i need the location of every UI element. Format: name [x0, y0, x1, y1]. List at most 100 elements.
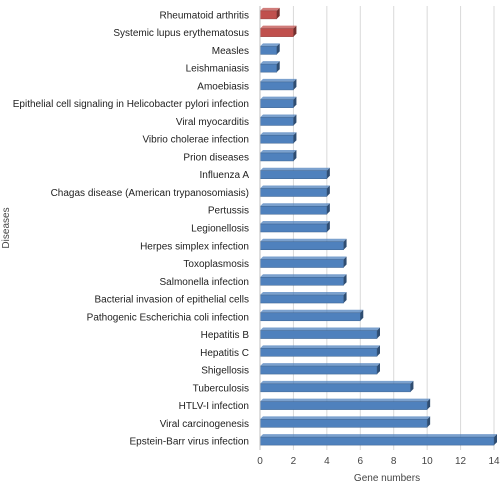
- category-label: Prion diseases: [183, 152, 249, 163]
- bar: [259, 434, 497, 446]
- bar: [259, 380, 414, 393]
- bar-end-face: [343, 274, 347, 286]
- bar-front-face: [259, 294, 344, 304]
- bar-top-face: [260, 345, 380, 349]
- bar-top-face: [260, 292, 347, 296]
- bar-top-face: [260, 434, 497, 438]
- category-label: Hepatitis C: [200, 348, 249, 359]
- bar: [259, 7, 280, 20]
- x-tick-label: 12: [455, 456, 467, 467]
- category-label: Pathogenic Escherichia coli infection: [87, 312, 249, 323]
- bar-top-face: [260, 149, 297, 153]
- x-tick-label: 14: [488, 456, 500, 467]
- x-tick-label: 6: [358, 456, 364, 467]
- bar: [259, 363, 380, 375]
- bar-front-face: [259, 259, 344, 268]
- bar-top-face: [260, 132, 297, 136]
- bar: [259, 78, 297, 91]
- bar-end-face: [326, 185, 330, 197]
- bar-front-face: [259, 330, 378, 339]
- bar-top-face: [260, 309, 364, 313]
- category-label: HTLV-I infection: [179, 401, 249, 412]
- bar-top-face: [260, 363, 380, 367]
- bar-top-face: [260, 256, 347, 260]
- bar-end-face: [276, 7, 280, 19]
- bar-top-face: [260, 274, 347, 278]
- bar-top-face: [260, 61, 280, 65]
- y-axis-title: Diseases: [1, 207, 12, 248]
- bar: [259, 132, 297, 144]
- bar-front-face: [259, 170, 328, 179]
- bar-front-face: [259, 223, 328, 233]
- x-tick-label: 0: [257, 456, 263, 467]
- bar-end-face: [276, 43, 280, 55]
- bar-top-face: [260, 327, 380, 331]
- category-label: Measles: [212, 46, 249, 57]
- gridlines: [292, 6, 495, 450]
- category-label: Legionellosis: [191, 224, 249, 235]
- bar-front-face: [259, 205, 328, 215]
- category-label: Vibrio cholerae infection: [142, 135, 249, 146]
- bar: [259, 149, 297, 162]
- bar-front-face: [259, 419, 428, 428]
- bar: [259, 61, 280, 73]
- bar-end-face: [360, 309, 364, 321]
- bar-end-face: [427, 398, 431, 410]
- bar: [259, 203, 330, 215]
- bar: [259, 327, 380, 339]
- category-label: Influenza A: [200, 170, 250, 181]
- x-tick-label: 2: [291, 456, 297, 467]
- bar-front-face: [259, 312, 361, 322]
- bar: [259, 416, 431, 428]
- bar-top-face: [260, 78, 297, 82]
- category-label: Herpes simplex infection: [140, 241, 249, 252]
- bar-end-face: [293, 78, 297, 90]
- bar-front-face: [259, 365, 378, 375]
- bar-end-face: [343, 256, 347, 268]
- bar: [259, 25, 297, 37]
- bar-top-face: [260, 185, 330, 189]
- bar: [259, 309, 364, 322]
- bar-end-face: [494, 434, 497, 446]
- bar-end-face: [326, 203, 330, 215]
- bar-end-face: [293, 25, 297, 37]
- bar: [259, 238, 347, 251]
- category-label: Systemic lupus erythematosus: [113, 28, 249, 39]
- category-label: Pertussis: [208, 206, 249, 217]
- bar-front-face: [259, 152, 294, 162]
- bar: [259, 167, 330, 179]
- x-tick-label: 10: [422, 456, 434, 467]
- bar-end-face: [293, 149, 297, 161]
- bar-top-face: [260, 398, 431, 402]
- bar-end-face: [343, 238, 347, 250]
- bar-top-face: [260, 96, 297, 100]
- bar: [259, 256, 347, 268]
- bar-end-face: [293, 114, 297, 126]
- x-tick-label: 4: [324, 456, 330, 467]
- category-label: Shigellosis: [201, 366, 249, 377]
- bar-top-face: [260, 25, 297, 29]
- bar-front-face: [259, 10, 277, 20]
- bar-front-face: [259, 277, 344, 286]
- bar-top-face: [260, 7, 280, 11]
- category-label: Leishmaniasis: [186, 64, 249, 75]
- bar-front-face: [259, 46, 277, 55]
- category-label: Amoebiasis: [197, 81, 249, 92]
- bar-end-face: [377, 363, 380, 375]
- bar-front-face: [259, 117, 294, 126]
- bar-top-face: [260, 416, 431, 420]
- bar-front-face: [259, 99, 294, 108]
- bar-end-face: [293, 132, 297, 144]
- category-label: Viral myocarditis: [176, 117, 249, 128]
- category-label: Tuberculosis: [193, 383, 249, 394]
- bar-end-face: [343, 292, 347, 304]
- bar: [259, 43, 280, 55]
- bar-end-face: [276, 61, 280, 73]
- bar-front-face: [259, 188, 328, 197]
- bar-top-face: [260, 221, 330, 224]
- bar-front-face: [259, 28, 294, 37]
- bar: [259, 96, 297, 108]
- bar-end-face: [427, 416, 431, 428]
- bar-top-face: [260, 380, 414, 384]
